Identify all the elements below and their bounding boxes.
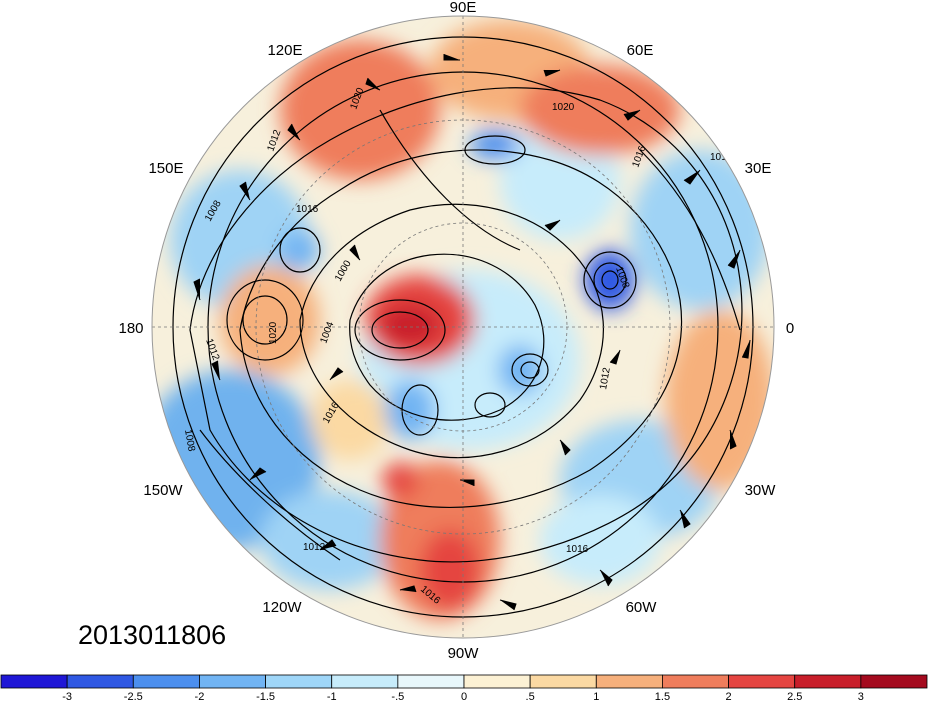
contour-label: 1016 <box>296 204 319 215</box>
contour-label: 1008 <box>182 429 197 453</box>
colorbar-tick-label: -2 <box>195 691 205 702</box>
lon-label-30e: 30E <box>745 160 772 177</box>
contour-label: 1012 <box>598 366 613 390</box>
contour-label: 1012 <box>710 152 733 163</box>
lon-label-0: 0 <box>786 320 794 337</box>
colorbar-swatch <box>265 674 333 689</box>
colorbar-tick-label: 0 <box>461 691 467 702</box>
lon-label-150e: 150E <box>148 160 183 177</box>
lon-label-30w: 30W <box>745 482 777 499</box>
contour-label: 1020 <box>268 321 279 344</box>
contour-label: 1016 <box>566 544 589 555</box>
colorbar-swatches <box>0 674 928 689</box>
colorbar-tick-label: -3 <box>62 691 72 702</box>
colorbar-swatch <box>529 674 597 689</box>
lon-label-60e: 60E <box>627 42 654 59</box>
lon-label-60w: 60W <box>626 599 658 616</box>
colorbar-tick-label: -2.5 <box>124 691 143 702</box>
lon-label-120e: 120E <box>267 42 302 59</box>
map-boundary <box>151 15 775 639</box>
colorbar-tick-label: -1.5 <box>256 691 275 702</box>
colorbar-swatch <box>66 674 134 689</box>
colorbar-swatch <box>595 674 663 689</box>
longitude-labels: 90E 60E 30E 0 30W 60W 90W 120W 150W 180 … <box>118 0 794 662</box>
colorbar-swatch <box>199 674 266 689</box>
timestamp-label: 2013011806 <box>78 620 227 650</box>
colorbar-tick-label: 2 <box>726 691 732 702</box>
graticule <box>152 16 774 638</box>
colorbar-tick-label: .5 <box>526 691 535 702</box>
lon-label-150w: 150W <box>143 482 183 499</box>
lon-label-90w: 90W <box>448 645 480 662</box>
colorbar-swatch <box>860 674 928 689</box>
colorbar: -3 -2.5 -2 -1.5 -1 -.5 0 .5 1 1.5 2 2.5 3 <box>0 674 928 702</box>
lon-label-180: 180 <box>118 320 143 337</box>
wind-barbs <box>193 54 751 611</box>
map-disk: 1020 1012 1016 1008 1004 1000 1020 1012 … <box>152 16 774 638</box>
colorbar-tick-label: 3 <box>858 691 864 702</box>
contour-label: 1020 <box>552 102 575 113</box>
colorbar-tick-label: -1 <box>327 691 337 702</box>
colorbar-swatch <box>662 674 729 689</box>
lon-label-120w: 120W <box>262 599 302 616</box>
colorbar-tick-label: 2.5 <box>787 691 802 702</box>
contour-label: 1012 <box>303 542 326 553</box>
lon-label-90e: 90E <box>450 0 477 16</box>
colorbar-swatch <box>794 674 862 689</box>
colorbar-labels: -3 -2.5 -2 -1.5 -1 -.5 0 .5 1 1.5 2 2.5 3 <box>62 691 864 702</box>
colorbar-tick-label: -.5 <box>391 691 404 702</box>
colorbar-swatch <box>728 674 796 689</box>
colorbar-swatch <box>397 674 465 689</box>
colorbar-swatch <box>0 674 68 689</box>
colorbar-swatch <box>463 674 531 689</box>
colorbar-swatch <box>132 674 200 689</box>
colorbar-tick-label: 1.5 <box>655 691 670 702</box>
colorbar-tick-label: 1 <box>593 691 599 702</box>
colorbar-swatch <box>331 674 399 689</box>
